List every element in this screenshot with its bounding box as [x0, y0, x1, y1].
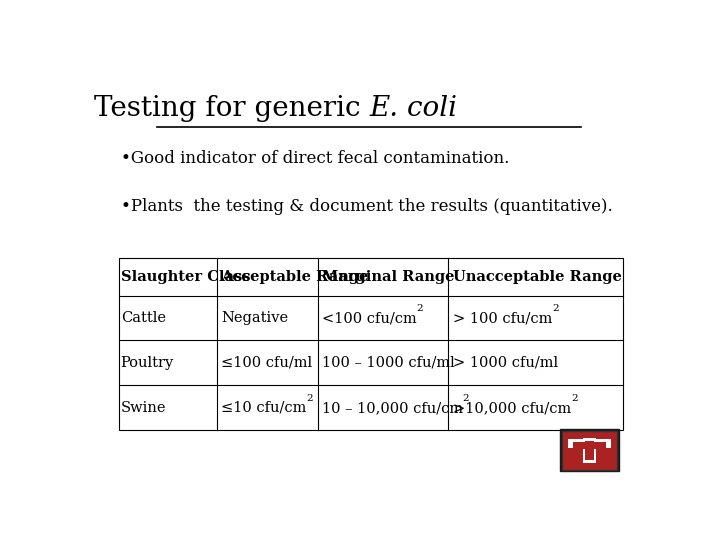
Bar [562, 431, 617, 470]
Text: 2: 2 [416, 305, 423, 313]
Text: Acceptable Range: Acceptable Range [221, 270, 369, 284]
Text: > 100 cfu/cm: > 100 cfu/cm [453, 311, 552, 325]
Bar [573, 442, 606, 449]
Text: Testing for generic: Testing for generic [94, 95, 369, 122]
Text: <100 cfu/cm: <100 cfu/cm [322, 311, 416, 325]
Text: Negative: Negative [221, 311, 288, 325]
Text: 100 – 1000 cfu/ml: 100 – 1000 cfu/ml [322, 356, 454, 370]
Bar [585, 441, 594, 460]
Bar [560, 429, 619, 471]
Text: ≤100 cfu/ml: ≤100 cfu/ml [221, 356, 312, 370]
Text: >10,000 cfu/cm: >10,000 cfu/cm [453, 401, 571, 415]
Bar [583, 438, 595, 463]
Text: Unacceptable Range: Unacceptable Range [453, 270, 621, 284]
Text: Poultry: Poultry [121, 356, 174, 370]
Text: 10 – 10,000 cfu/cm: 10 – 10,000 cfu/cm [322, 401, 463, 415]
Text: Swine: Swine [121, 401, 166, 415]
Bar [119, 258, 623, 430]
Text: 2: 2 [571, 394, 577, 403]
Text: ≤10 cfu/cm: ≤10 cfu/cm [221, 401, 307, 415]
Text: 2: 2 [463, 394, 469, 403]
Text: •Good indicator of direct fecal contamination.: •Good indicator of direct fecal contamin… [121, 150, 509, 167]
Text: Marginal Range: Marginal Range [322, 270, 454, 284]
Bar [567, 439, 611, 448]
Text: 2: 2 [552, 305, 559, 313]
Text: E. coli: E. coli [369, 95, 457, 122]
Text: Cattle: Cattle [121, 311, 166, 325]
Text: •Plants  the testing & document the results (quantitative).: •Plants the testing & document the resul… [121, 198, 613, 215]
Text: Slaughter Class: Slaughter Class [121, 270, 250, 284]
Text: > 1000 cfu/ml: > 1000 cfu/ml [453, 356, 558, 370]
Text: 2: 2 [307, 394, 313, 403]
